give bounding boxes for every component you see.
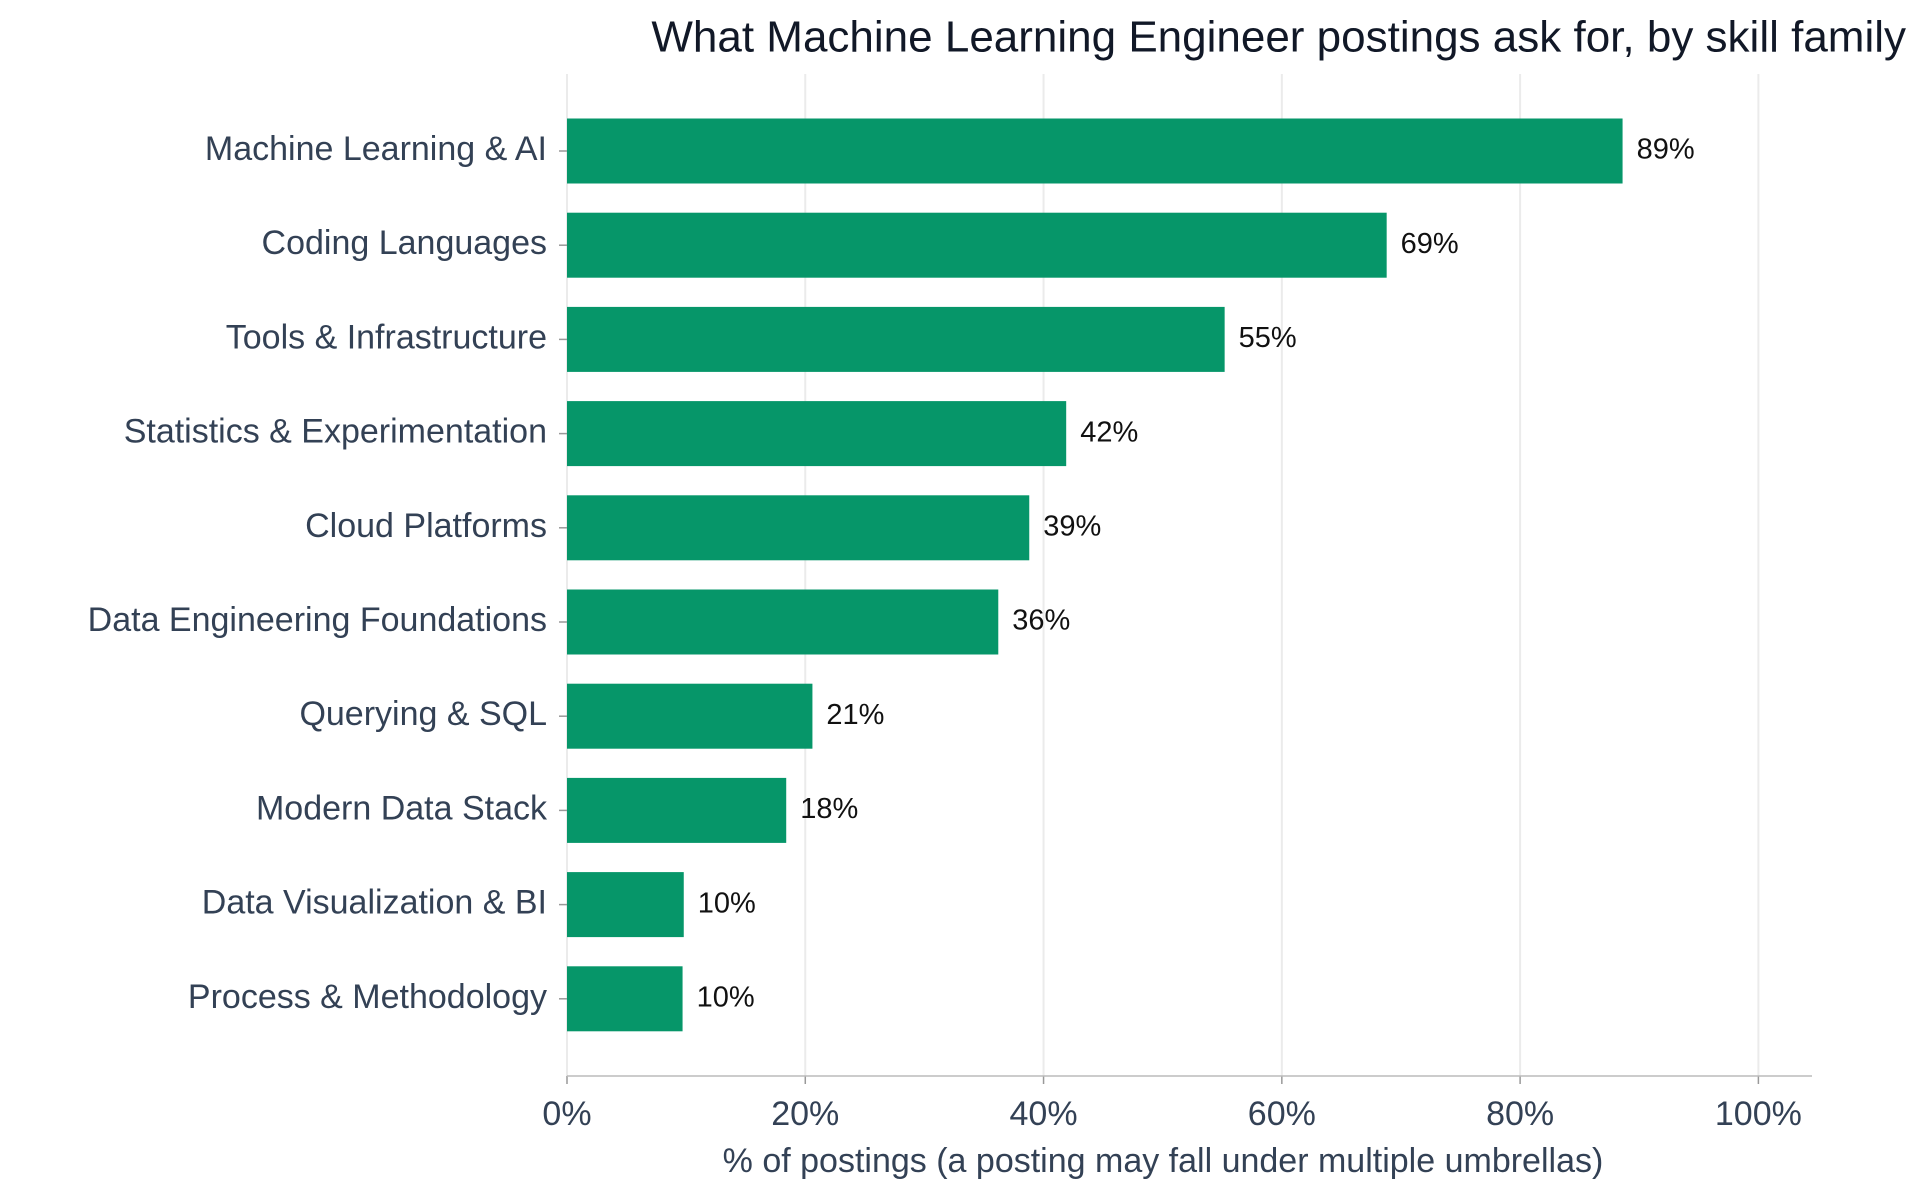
x-tick-label: 40%	[1010, 1095, 1078, 1133]
y-tick-label: Process & Methodology	[188, 978, 547, 1016]
bar	[567, 683, 813, 749]
bar	[567, 966, 683, 1032]
y-tick-label: Data Engineering Foundations	[88, 601, 547, 639]
x-tick-label: 100%	[1715, 1095, 1802, 1133]
bar	[567, 401, 1067, 467]
value-label: 21%	[826, 699, 884, 731]
value-label: 69%	[1401, 228, 1459, 260]
y-tick-label: Cloud Platforms	[305, 507, 547, 545]
bar	[567, 212, 1387, 278]
value-label: 42%	[1080, 416, 1138, 448]
bar	[567, 589, 999, 655]
bar	[567, 306, 1225, 372]
x-tick-label: 0%	[542, 1095, 591, 1133]
y-tick-label: Tools & Infrastructure	[226, 318, 547, 356]
y-tick-label: Machine Learning & AI	[205, 130, 547, 168]
y-tick-label: Data Visualization & BI	[202, 884, 547, 922]
value-label: 10%	[698, 887, 756, 919]
bar	[567, 118, 1623, 184]
value-label: 55%	[1239, 322, 1297, 354]
x-tick-label: 60%	[1248, 1095, 1316, 1133]
value-label: 39%	[1043, 510, 1101, 542]
value-label: 18%	[800, 793, 858, 825]
value-label: 89%	[1637, 134, 1695, 166]
y-tick-label: Querying & SQL	[299, 695, 547, 733]
x-tick-label: 80%	[1486, 1095, 1554, 1133]
value-label: 10%	[697, 981, 755, 1013]
value-label: 36%	[1012, 605, 1070, 637]
y-tick-label: Modern Data Stack	[256, 789, 548, 827]
y-tick-label: Statistics & Experimentation	[124, 413, 547, 451]
y-tick-label: Coding Languages	[262, 224, 547, 262]
bar	[567, 872, 684, 938]
chart-title: What Machine Learning Engineer postings …	[651, 13, 1906, 62]
bar	[567, 495, 1030, 561]
x-axis-label: % of postings (a posting may fall under …	[723, 1142, 1604, 1180]
x-tick-label: 20%	[771, 1095, 839, 1133]
bar	[567, 777, 787, 843]
